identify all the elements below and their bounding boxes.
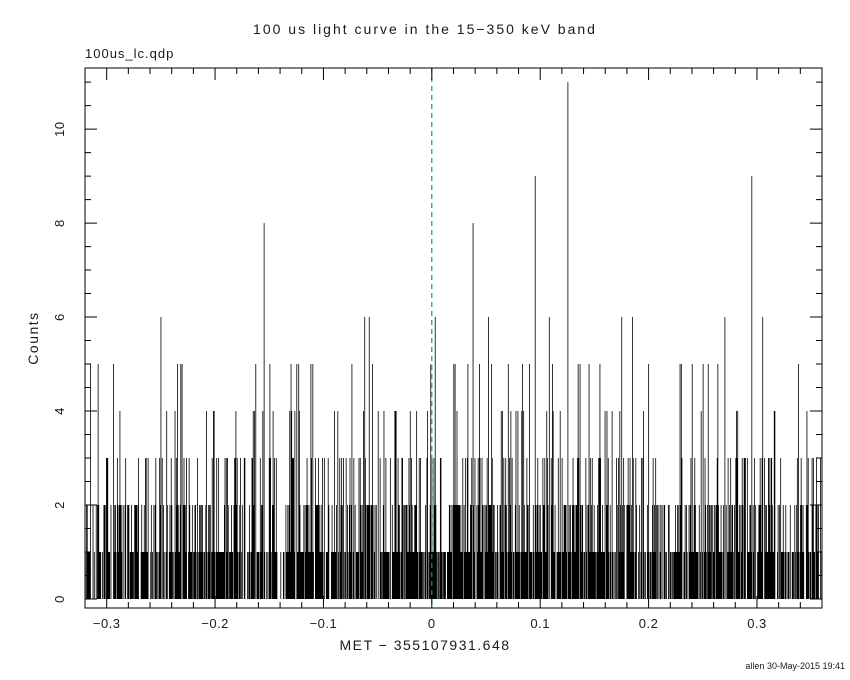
x-tick-label: 0.1	[530, 616, 550, 631]
y-tick-label: 0	[52, 595, 67, 603]
credit-stamp: allen 30-May-2015 19:41	[745, 661, 845, 671]
y-axis-label: Counts	[25, 311, 41, 364]
y-tick-label: 6	[52, 313, 67, 321]
plot-area: −0.3 −0.2 −0.1 0 0.1 0.2 0.3 0 2 4 6 8 10	[52, 68, 823, 631]
x-tick-label: −0.3	[93, 616, 121, 631]
x-tick-label: −0.2	[201, 616, 229, 631]
y-tick-label: 2	[52, 501, 67, 509]
x-tick-label: 0.2	[639, 616, 659, 631]
x-tick-label: 0	[428, 616, 436, 631]
x-tick-label: −0.1	[310, 616, 338, 631]
x-tick-label: 0.3	[747, 616, 767, 631]
chart-title: 100 us light curve in the 15−350 keV ban…	[253, 21, 597, 37]
y-tick-label: 8	[52, 219, 67, 227]
y-tick-label: 4	[52, 407, 67, 415]
filename-label: 100us_lc.qdp	[85, 46, 174, 61]
light-curve-series	[84, 82, 823, 599]
y-tick-label: 10	[52, 121, 67, 136]
plot-frame	[84, 67, 823, 609]
x-axis-label: MET − 355107931.648	[339, 637, 510, 653]
